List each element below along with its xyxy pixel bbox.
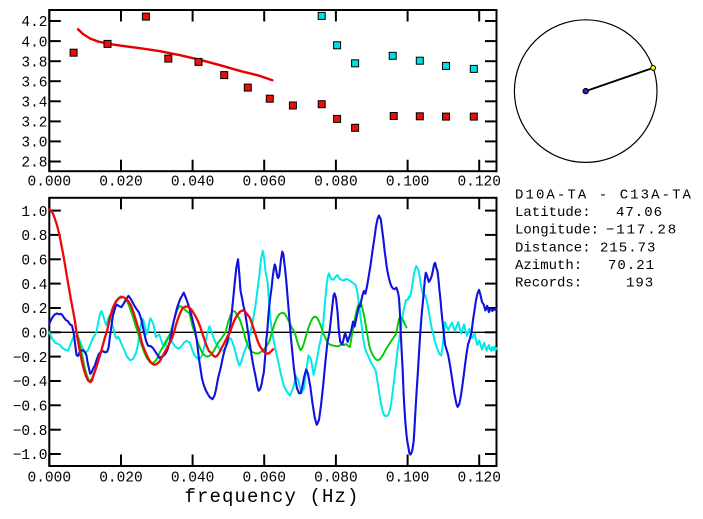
svg-text:0.060: 0.060 xyxy=(242,471,286,487)
svg-text:0.120: 0.120 xyxy=(457,175,501,191)
svg-text:193: 193 xyxy=(626,276,654,292)
svg-text:0.100: 0.100 xyxy=(386,175,430,191)
svg-text:0.060: 0.060 xyxy=(242,175,286,191)
svg-text:−0.6: −0.6 xyxy=(13,400,48,416)
svg-text:Latitude:: Latitude: xyxy=(515,205,591,221)
svg-text:1.0: 1.0 xyxy=(21,205,47,221)
svg-text:0.120: 0.120 xyxy=(457,471,501,487)
svg-text:215.73: 215.73 xyxy=(600,240,656,256)
svg-text:D10A-TA - C13A-TA: D10A-TA - C13A-TA xyxy=(515,188,693,204)
svg-text:3.6: 3.6 xyxy=(21,75,47,91)
svg-text:−0.4: −0.4 xyxy=(13,375,48,391)
svg-text:−0.8: −0.8 xyxy=(13,424,48,440)
svg-text:Longitude:: Longitude: xyxy=(515,223,599,239)
svg-text:Records:: Records: xyxy=(515,276,582,292)
svg-text:3.8: 3.8 xyxy=(21,55,47,71)
svg-text:−0.2: −0.2 xyxy=(13,351,48,367)
svg-text:2.8: 2.8 xyxy=(21,156,47,172)
svg-text:0.100: 0.100 xyxy=(386,471,430,487)
svg-text:3.0: 3.0 xyxy=(21,136,47,152)
svg-text:0.020: 0.020 xyxy=(99,471,143,487)
svg-text:−117.28: −117.28 xyxy=(606,223,678,239)
svg-text:3.4: 3.4 xyxy=(21,96,47,112)
svg-text:Distance:: Distance: xyxy=(515,240,591,256)
svg-text:0.020: 0.020 xyxy=(99,175,143,191)
svg-text:0.000: 0.000 xyxy=(28,175,72,191)
svg-text:3.2: 3.2 xyxy=(21,116,47,132)
svg-text:0.040: 0.040 xyxy=(171,471,215,487)
svg-text:0.080: 0.080 xyxy=(314,175,358,191)
svg-text:0.6: 0.6 xyxy=(21,254,47,270)
svg-text:47.06: 47.06 xyxy=(616,205,663,221)
svg-text:0.4: 0.4 xyxy=(21,278,47,294)
svg-text:0.040: 0.040 xyxy=(171,175,215,191)
svg-text:0.0: 0.0 xyxy=(21,327,47,343)
svg-text:0.2: 0.2 xyxy=(21,302,47,318)
svg-text:0.000: 0.000 xyxy=(28,471,72,487)
svg-text:−1.0: −1.0 xyxy=(13,448,48,464)
svg-text:0.080: 0.080 xyxy=(314,471,358,487)
svg-text:4.0: 4.0 xyxy=(21,35,47,51)
svg-text:0.8: 0.8 xyxy=(21,229,47,245)
svg-text:4.2: 4.2 xyxy=(21,15,47,31)
svg-text:70.21: 70.21 xyxy=(608,258,655,274)
svg-text:Azimuth:: Azimuth: xyxy=(515,258,582,274)
svg-text:frequency (Hz): frequency (Hz) xyxy=(184,486,359,508)
